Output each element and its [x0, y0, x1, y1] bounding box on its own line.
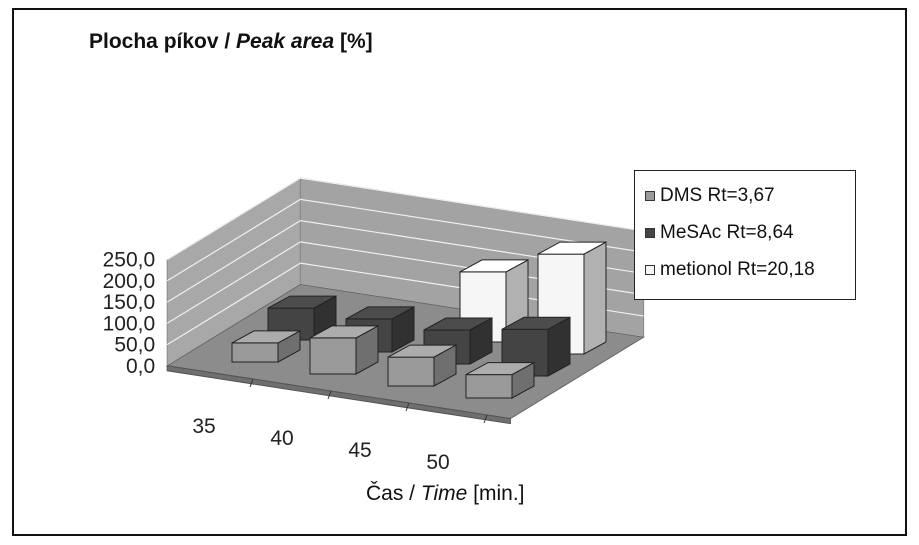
- bar-side: [583, 241, 607, 355]
- xlabel-unit: [min.]: [467, 482, 525, 505]
- gridline-4: [166, 198, 644, 282]
- gridline-2: [166, 241, 644, 324]
- bar-front: [309, 337, 357, 375]
- x-tick-mark-3: [483, 414, 488, 424]
- y-tick-label-0: 0,0: [126, 355, 155, 378]
- gridline-5: [166, 177, 644, 261]
- legend-label-dms: DMS Rt=3,67: [660, 185, 775, 206]
- legend-swatch-mesac: [645, 228, 655, 238]
- legend-label-mesac: MeSAc Rt=8,64: [660, 222, 794, 243]
- bar-top: [231, 330, 301, 344]
- gridline-1: [166, 262, 644, 346]
- x-tick-mark-2: [405, 402, 410, 412]
- legend-item-dms: DMS Rt=3,67: [645, 185, 775, 207]
- title-unit: [%]: [334, 30, 373, 53]
- bar-top: [309, 325, 379, 339]
- bar-top: [387, 344, 457, 358]
- xlabel-italic: Time: [420, 482, 468, 505]
- chart-title: Plocha píkov / Peak area [%]: [89, 30, 373, 54]
- title-italic: Peak area: [236, 30, 335, 53]
- x-tick-label-2: 45: [348, 439, 371, 462]
- bar-top: [267, 295, 337, 309]
- bar-top: [345, 306, 415, 320]
- legend: DMS Rt=3,67 MeSAc Rt=8,64 metionol Rt=20…: [634, 170, 856, 300]
- x-tick-label-3: 50: [426, 451, 449, 474]
- title-main: Plocha píkov /: [89, 30, 237, 53]
- legend-label-metionol: metionol Rt=20,18: [660, 259, 815, 280]
- bar-dms-45: [387, 344, 457, 387]
- bar-front: [231, 342, 279, 363]
- bar-top: [501, 316, 571, 330]
- y-tick-label-3: 150,0: [103, 291, 156, 314]
- bar-front: [387, 356, 435, 387]
- legend-item-mesac: MeSAc Rt=8,64: [645, 222, 794, 244]
- legend-item-metionol: metionol Rt=20,18: [645, 259, 815, 281]
- x-tick-mark-1: [327, 390, 332, 400]
- x-axis-label: Čas / Time [min.]: [366, 482, 525, 506]
- y-tick-label-1: 50,0: [114, 334, 155, 357]
- y-tick-label-2: 100,0: [103, 312, 156, 335]
- legend-swatch-dms: [645, 191, 655, 201]
- x-tick-label-1: 40: [270, 427, 293, 450]
- x-tick-mark-0: [249, 378, 254, 388]
- xlabel-main: Čas /: [366, 482, 421, 505]
- bar-top: [465, 362, 535, 376]
- chart-frame: 0,0 50,0 100,0 150,0 200,0 250,0 35 40 45 50 Ploc…: [12, 8, 907, 536]
- bar-dms-50: [465, 361, 535, 399]
- bar-top: [537, 241, 607, 255]
- bar-dms-40: [309, 325, 379, 375]
- legend-swatch-metionol: [645, 265, 655, 275]
- bar-top: [423, 317, 493, 331]
- bar-dms-35: [231, 330, 301, 363]
- y-tick-label-5: 250,0: [103, 249, 156, 272]
- x-tick-label-0: 35: [192, 415, 215, 438]
- bar-front: [465, 374, 513, 399]
- bar-top: [459, 259, 529, 273]
- y-tick-label-4: 200,0: [103, 270, 156, 293]
- gridline-3: [166, 219, 644, 303]
